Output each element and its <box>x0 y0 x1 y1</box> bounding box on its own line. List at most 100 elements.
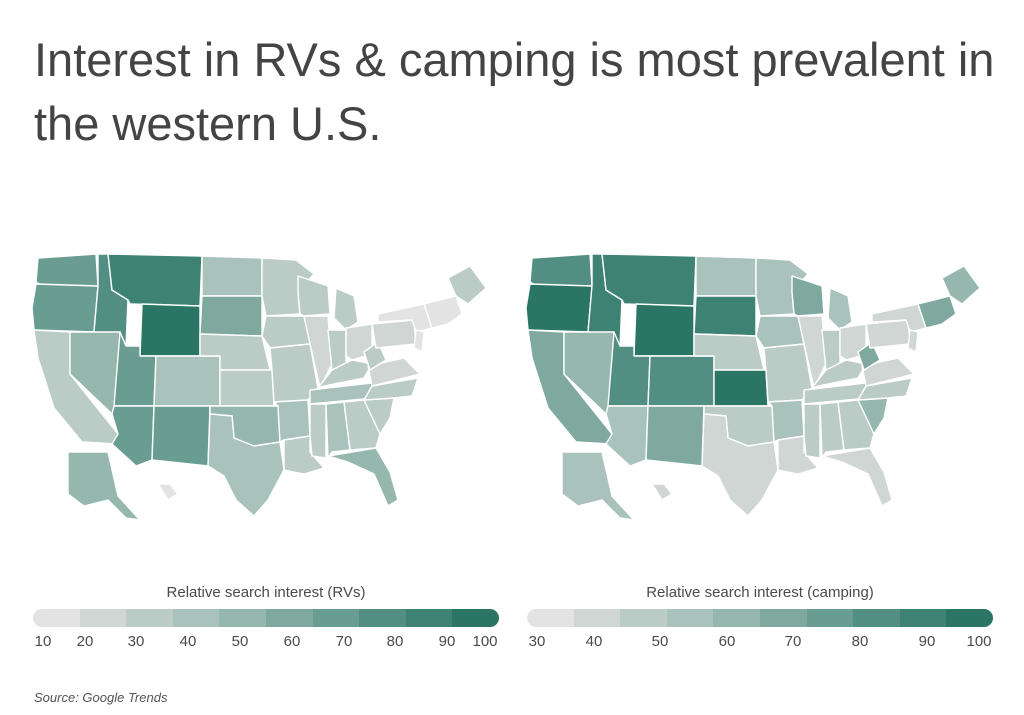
state-nd <box>201 255 263 297</box>
source-note: Source: Google Trends <box>34 690 168 705</box>
state-nj <box>413 329 425 353</box>
legend-tick-label: 60 <box>283 633 301 650</box>
state-wv <box>363 341 387 371</box>
rv-legend-ticks: 10 20 30 40 50 60 70 80 90 100 <box>33 633 499 653</box>
legend-tick-label: 70 <box>784 633 802 650</box>
legend-tick-label: 30 <box>528 633 546 650</box>
state-nm <box>151 405 211 467</box>
legend-swatch <box>126 609 173 627</box>
legend-tick-label: 50 <box>231 633 249 650</box>
state-or <box>525 283 593 333</box>
state-wv <box>857 341 881 371</box>
state-va <box>861 357 915 387</box>
state-ga <box>343 399 381 451</box>
legend-tick-label: 40 <box>585 633 603 650</box>
legend-swatch <box>359 609 406 627</box>
legend-tick-label: 90 <box>918 633 936 650</box>
legend-swatch <box>899 609 947 627</box>
rv-legend: Relative search interest (RVs) 10 20 30 40 5… <box>33 583 499 653</box>
legend-swatch <box>806 609 854 627</box>
legend-tick-label: 100 <box>966 633 992 650</box>
state-hi <box>157 483 179 501</box>
state-or <box>31 283 99 333</box>
state-ks <box>713 369 769 407</box>
legend-tick-label: 60 <box>718 633 736 650</box>
state-nm <box>645 405 705 467</box>
state-nd <box>695 255 757 297</box>
state-al <box>819 401 845 459</box>
state-wa <box>529 253 593 289</box>
state-me <box>941 265 981 305</box>
legend-tick-label: 20 <box>76 633 94 650</box>
state-hi <box>651 483 673 501</box>
state-fl <box>327 447 399 507</box>
state-ga <box>837 399 875 451</box>
camping-interest-map <box>522 238 992 538</box>
legend-swatch <box>172 609 220 627</box>
legend-swatch <box>219 609 266 627</box>
rv-map-svg <box>31 253 487 521</box>
camping-legend-title: Relative search interest (camping) <box>646 584 874 601</box>
camping-legend-bar <box>527 609 993 627</box>
page-title: Interest in RVs & camping is most preval… <box>34 33 995 150</box>
legend-tick-label: 10 <box>34 633 52 650</box>
state-pa <box>371 319 417 349</box>
state-sd <box>693 295 757 337</box>
state-va <box>367 357 421 387</box>
state-al <box>325 401 351 459</box>
state-wi <box>297 275 331 317</box>
legend-swatch <box>79 609 127 627</box>
state-az <box>111 405 155 467</box>
state-tx <box>207 413 285 517</box>
state-co <box>647 355 715 407</box>
state-ne-states <box>423 295 463 329</box>
legend-swatch <box>265 609 313 627</box>
legend-swatch <box>452 609 499 627</box>
state-ks <box>219 369 275 407</box>
legend-swatch <box>33 609 80 627</box>
state-nc <box>363 377 419 401</box>
state-ar <box>767 399 805 443</box>
camping-map-svg <box>525 253 981 521</box>
state-mi <box>827 287 853 331</box>
state-sd <box>199 295 263 337</box>
state-pa <box>865 319 911 349</box>
legend-swatch <box>527 609 574 627</box>
legend-tick-label: 30 <box>127 633 145 650</box>
state-tx <box>701 413 779 517</box>
state-nj <box>907 329 919 353</box>
legend-swatch <box>853 609 900 627</box>
legend-tick-label: 50 <box>651 633 669 650</box>
rv-interest-map <box>28 238 498 538</box>
state-nc <box>857 377 913 401</box>
legend-tick-label: 40 <box>179 633 197 650</box>
legend-tick-label: 100 <box>472 633 498 650</box>
state-ia <box>755 315 805 349</box>
state-ia <box>261 315 311 349</box>
state-wi <box>791 275 825 317</box>
legend-tick-label: 90 <box>438 633 456 650</box>
legend-swatch <box>946 609 993 627</box>
legend-tick-label: 80 <box>386 633 404 650</box>
state-mi <box>333 287 359 331</box>
camping-legend-ticks: 30 40 50 60 70 80 90 100 <box>527 633 993 653</box>
state-ar <box>273 399 311 443</box>
camping-legend: Relative search interest (camping) 30 40 5… <box>527 583 993 653</box>
legend-swatch <box>312 609 360 627</box>
rv-legend-title: Relative search interest (RVs) <box>166 584 366 601</box>
state-ne-states <box>917 295 957 329</box>
state-ak <box>561 451 635 521</box>
legend-swatch <box>405 609 453 627</box>
state-wa <box>35 253 99 289</box>
rv-legend-bar <box>33 609 499 627</box>
state-co <box>153 355 221 407</box>
legend-swatch <box>666 609 714 627</box>
legend-swatch <box>759 609 807 627</box>
state-ms <box>309 403 327 459</box>
legend-tick-label: 80 <box>851 633 869 650</box>
state-il <box>303 315 333 389</box>
legend-swatch <box>573 609 621 627</box>
state-wy <box>139 303 201 357</box>
legend-swatch <box>713 609 760 627</box>
state-wy <box>633 303 695 357</box>
